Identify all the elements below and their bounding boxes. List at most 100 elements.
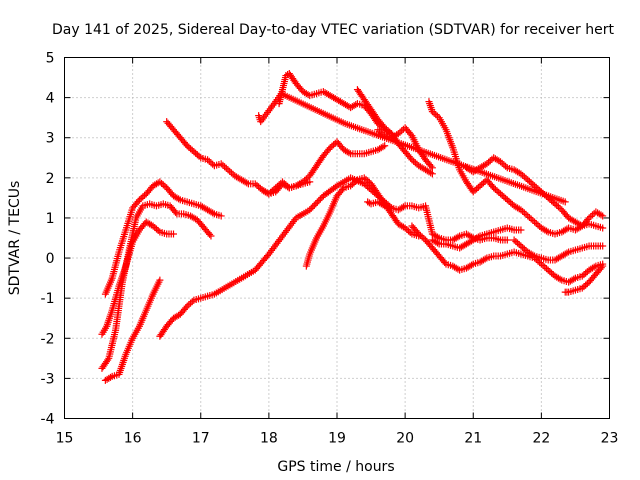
data-point bbox=[226, 167, 234, 175]
data-point bbox=[362, 175, 370, 183]
data-point bbox=[599, 262, 607, 270]
data-point bbox=[345, 149, 353, 157]
data-point bbox=[362, 181, 370, 189]
series-sat-r bbox=[561, 262, 607, 296]
data-point bbox=[580, 271, 588, 279]
series-sat-p bbox=[428, 224, 525, 252]
data-point bbox=[534, 221, 542, 229]
data-point bbox=[527, 179, 535, 187]
x-tick-label: 17 bbox=[192, 431, 210, 447]
data-point bbox=[517, 206, 525, 214]
data-point bbox=[577, 221, 585, 229]
y-tick-label: -4 bbox=[41, 412, 55, 428]
data-point bbox=[399, 203, 407, 211]
data-point bbox=[532, 219, 540, 227]
data-point bbox=[185, 301, 193, 309]
data-point bbox=[364, 177, 372, 185]
data-point bbox=[222, 164, 230, 172]
data-point bbox=[205, 157, 213, 165]
data-point bbox=[510, 236, 518, 244]
data-point bbox=[527, 215, 535, 223]
series-sat-g bbox=[275, 70, 395, 138]
x-tick-label: 21 bbox=[464, 431, 482, 447]
data-point bbox=[520, 173, 528, 181]
data-point bbox=[556, 275, 564, 283]
data-point bbox=[396, 128, 404, 136]
data-point bbox=[265, 190, 273, 198]
data-point bbox=[500, 193, 508, 201]
data-point bbox=[505, 197, 513, 205]
data-point bbox=[585, 214, 593, 222]
data-point bbox=[384, 127, 392, 135]
data-point bbox=[503, 236, 511, 244]
y-tick-label: -1 bbox=[41, 291, 55, 307]
data-point bbox=[502, 162, 510, 170]
series-sat-o bbox=[408, 222, 607, 286]
chart-title: Day 141 of 2025, Sidereal Day-to-day VTE… bbox=[52, 22, 614, 38]
data-point bbox=[517, 242, 525, 250]
data-point bbox=[268, 187, 276, 195]
data-point bbox=[525, 177, 533, 185]
data-point bbox=[255, 183, 263, 191]
data-point bbox=[338, 185, 346, 193]
data-point bbox=[497, 190, 504, 198]
data-point bbox=[587, 212, 595, 220]
data-point bbox=[405, 227, 413, 235]
data-point bbox=[275, 181, 283, 189]
data-point bbox=[253, 181, 261, 189]
data-point bbox=[381, 124, 389, 132]
data-point bbox=[306, 178, 314, 186]
data-point bbox=[284, 182, 292, 190]
data-point bbox=[379, 143, 387, 151]
data-point bbox=[553, 201, 561, 209]
data-point bbox=[517, 226, 525, 234]
grid bbox=[64, 57, 610, 419]
data-point bbox=[379, 201, 387, 209]
data-point bbox=[542, 227, 550, 235]
data-point bbox=[590, 263, 598, 271]
data-point bbox=[188, 146, 196, 154]
data-point bbox=[507, 199, 515, 207]
y-axis-label: SDTVAR / TECUs bbox=[7, 181, 23, 296]
data-point bbox=[193, 151, 201, 159]
data-point bbox=[408, 156, 416, 164]
series-sat-e bbox=[163, 118, 314, 198]
data-point bbox=[207, 159, 215, 167]
data-point bbox=[394, 130, 402, 138]
data-point bbox=[433, 112, 441, 120]
data-point bbox=[135, 196, 143, 204]
data-point bbox=[428, 170, 436, 178]
data-point bbox=[525, 213, 533, 221]
data-point bbox=[584, 216, 592, 224]
data-point bbox=[491, 185, 499, 193]
data-point bbox=[556, 204, 564, 212]
data-point bbox=[583, 280, 591, 288]
data-point bbox=[512, 238, 520, 246]
data-point bbox=[433, 233, 441, 241]
data-point bbox=[382, 125, 390, 133]
series-outliers bbox=[255, 90, 569, 206]
series-sat-j bbox=[353, 86, 436, 178]
data-point bbox=[517, 170, 525, 178]
data-point bbox=[430, 109, 438, 117]
data-point bbox=[415, 230, 423, 238]
data-point bbox=[498, 159, 506, 167]
data-point bbox=[474, 233, 482, 241]
data-point bbox=[413, 228, 421, 236]
data-point bbox=[495, 188, 503, 196]
data-point bbox=[326, 144, 334, 152]
x-tick-label: 18 bbox=[260, 431, 278, 447]
x-tick-labels: 15 16 17 18 19 20 21 22 23 bbox=[56, 431, 619, 447]
data-point bbox=[534, 257, 542, 265]
data-point bbox=[195, 152, 203, 160]
y-tick-label: -3 bbox=[41, 371, 55, 387]
data-point bbox=[410, 157, 418, 165]
data-point bbox=[519, 207, 527, 215]
data-point bbox=[307, 204, 315, 212]
data-point bbox=[406, 228, 414, 236]
data-point bbox=[542, 265, 550, 273]
data-point bbox=[183, 142, 191, 150]
data-point bbox=[520, 245, 528, 253]
data-point bbox=[204, 156, 212, 164]
data-point bbox=[251, 180, 259, 188]
